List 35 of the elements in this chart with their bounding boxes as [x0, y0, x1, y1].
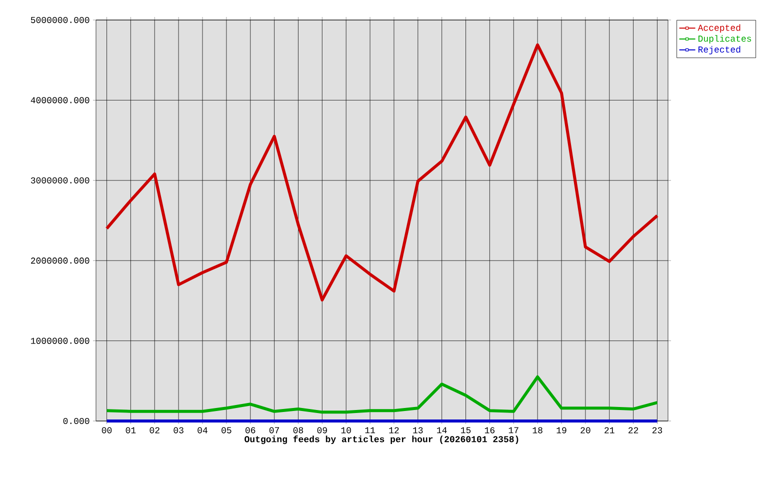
x-tick-label: 14	[437, 427, 447, 434]
legend-label: Duplicates	[698, 35, 752, 44]
x-tick-label: 22	[628, 427, 638, 434]
y-tick-label: 5000000.000	[30, 16, 90, 24]
x-tick-label: 20	[580, 427, 590, 434]
x-tick-label: 15	[461, 427, 471, 434]
x-tick-label: 02	[150, 427, 160, 434]
y-tick-label: 0.000	[63, 418, 90, 424]
x-tick-label: 07	[269, 427, 280, 434]
x-tick-label: 01	[126, 427, 136, 434]
x-tick-label: 19	[556, 427, 566, 434]
x-tick-label: 04	[198, 427, 208, 434]
x-tick-label: 10	[341, 427, 351, 434]
legend-label: Accepted	[698, 24, 740, 33]
x-tick-label: 08	[293, 427, 304, 434]
legend-label: Rejected	[698, 46, 740, 54]
x-tick-label: 05	[222, 427, 232, 434]
x-tick-label: 12	[389, 427, 399, 434]
y-tick-label: 4000000.000	[30, 97, 90, 104]
x-tick-label: 18	[532, 427, 542, 434]
x-tick-label: 00	[102, 427, 112, 434]
x-tick-label: 09	[317, 427, 327, 434]
x-tick-label: 17	[508, 427, 518, 434]
y-tick-label: 1000000.000	[31, 338, 90, 344]
x-tick-label: 21	[604, 427, 614, 434]
x-tick-label: 11	[365, 427, 376, 434]
x-tick-label: 13	[413, 427, 423, 434]
x-tick-label: 03	[174, 427, 184, 434]
y-tick-label: 3000000.000	[30, 177, 90, 184]
x-tick-label: 06	[246, 427, 256, 434]
y-tick-label: 2000000.000	[31, 258, 90, 264]
x-tick-label: 23	[652, 427, 662, 434]
x-tick-label: 16	[484, 427, 495, 434]
x-axis-title: Outgoing feeds by articles per hour (20260101 2358)	[244, 436, 518, 444]
line-series	[105, 43, 659, 302]
